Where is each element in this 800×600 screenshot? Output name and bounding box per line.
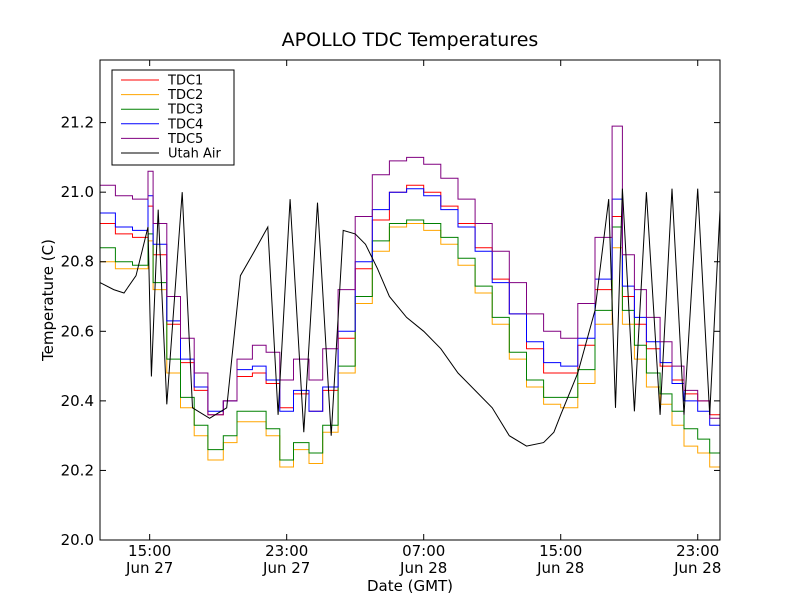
y-tick-label: 20.2 xyxy=(61,461,94,479)
chart-title: APOLLO TDC Temperatures xyxy=(282,29,539,51)
x-tick-time-label: 15:00 xyxy=(539,542,582,560)
x-tick-date-label: Jun 28 xyxy=(399,559,447,577)
legend-label: Utah Air xyxy=(168,147,221,162)
plot-lines xyxy=(99,125,721,471)
x-tick-time-label: 23:00 xyxy=(676,542,719,560)
y-tick-label: 21.0 xyxy=(61,183,94,201)
y-tick-label: 20.8 xyxy=(61,253,94,271)
plot-frame xyxy=(99,59,721,541)
x-tick-date-label: Jun 27 xyxy=(125,559,173,577)
series-line-utah-air xyxy=(99,188,721,447)
y-axis-label: Temperature (C) xyxy=(39,239,57,362)
y-tick-label: 20.0 xyxy=(61,531,94,549)
legend-label: TDC1 xyxy=(167,74,203,89)
y-tick-label: 21.2 xyxy=(61,114,94,132)
y-tick-label: 20.4 xyxy=(61,392,94,410)
legend-label: TDC5 xyxy=(167,132,203,147)
series-line-tdc4 xyxy=(100,188,721,436)
legend-frame xyxy=(111,69,235,166)
x-tick-date-label: Jun 27 xyxy=(262,559,310,577)
y-tick-label: 20.6 xyxy=(61,322,94,340)
legend-label: TDC3 xyxy=(167,103,203,118)
legend-label: TDC4 xyxy=(167,117,203,132)
x-tick-time-label: 07:00 xyxy=(402,542,445,560)
x-axis-label: Date (GMT) xyxy=(367,577,453,595)
y-axis-ticks: 20.0 20.2 20.4 20.6 20.8 21.0 21.2 xyxy=(61,114,720,549)
series-line-tdc5 xyxy=(100,125,721,419)
x-tick-date-label: Jun 28 xyxy=(673,559,721,577)
x-tick-time-label: 15:00 xyxy=(128,542,171,560)
x-tick-date-label: Jun 28 xyxy=(536,559,584,577)
legend-label: TDC2 xyxy=(167,88,203,103)
x-tick-time-label: 23:00 xyxy=(265,542,308,560)
